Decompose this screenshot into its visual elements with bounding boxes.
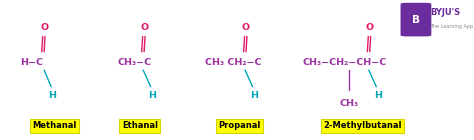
Text: O: O: [140, 24, 148, 32]
Text: H: H: [48, 91, 56, 100]
Text: CH₃: CH₃: [340, 99, 359, 108]
Text: The Learning App: The Learning App: [430, 24, 473, 29]
Text: CH₃−C: CH₃−C: [118, 58, 152, 67]
Text: H: H: [148, 91, 156, 100]
Text: BYJU'S: BYJU'S: [430, 8, 460, 17]
Text: Ethanal: Ethanal: [122, 122, 158, 130]
Text: CH₃−CH₂−CH−C: CH₃−CH₂−CH−C: [302, 58, 387, 67]
Text: H: H: [250, 91, 258, 100]
Text: H−C: H−C: [20, 58, 43, 67]
Text: Methanal: Methanal: [32, 122, 77, 130]
FancyBboxPatch shape: [401, 3, 431, 36]
Text: CH₃ CH₂−C: CH₃ CH₂−C: [205, 58, 262, 67]
Text: B: B: [412, 15, 420, 25]
Text: 2-Methylbutanal: 2-Methylbutanal: [323, 122, 402, 130]
Text: O: O: [242, 24, 250, 32]
Text: H: H: [374, 91, 382, 100]
Text: O: O: [365, 24, 374, 32]
Text: Propanal: Propanal: [218, 122, 261, 130]
Text: O: O: [40, 24, 48, 32]
